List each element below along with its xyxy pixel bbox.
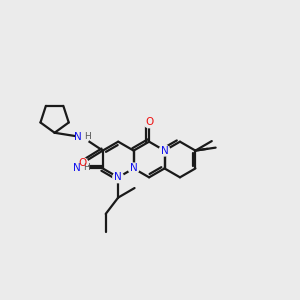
Text: N: N <box>74 132 81 142</box>
Circle shape <box>159 145 170 156</box>
Text: H: H <box>85 132 91 141</box>
Circle shape <box>76 163 88 174</box>
Circle shape <box>77 158 88 168</box>
Text: N: N <box>114 172 122 182</box>
Text: O: O <box>145 117 153 128</box>
Text: N: N <box>130 164 137 173</box>
Text: H: H <box>83 163 89 172</box>
Circle shape <box>76 131 89 144</box>
Circle shape <box>144 117 154 128</box>
Circle shape <box>128 163 139 174</box>
Text: O: O <box>78 158 87 168</box>
Text: N: N <box>73 164 81 173</box>
Circle shape <box>113 172 124 183</box>
Text: N: N <box>161 146 168 156</box>
